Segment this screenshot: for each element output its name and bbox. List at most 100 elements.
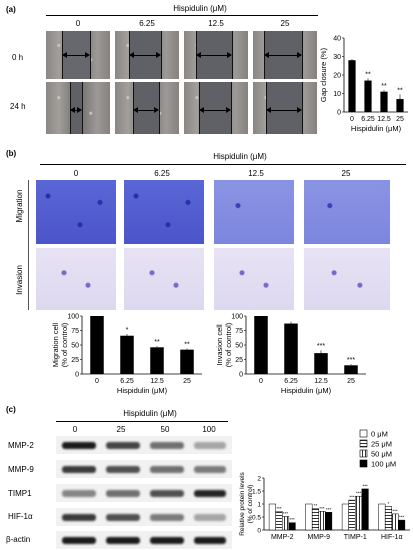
blot-bactin [56,531,232,549]
invasion-image-25 [304,248,390,310]
panel-c-conc-3: 100 [202,425,216,434]
chart-c-bar [361,488,369,531]
chart-a-ytick-label: 20 [333,73,341,80]
chart-c: 00.511.52*********MMP-2***** ***MMP-9****… [239,430,410,541]
chart-b-invasion-bar [284,323,298,374]
chart-c-bar [391,513,399,531]
panel-a-conc-0: 0 [75,19,81,28]
blot-mmp2 [56,436,232,454]
wound-image-0h-0 [46,31,110,79]
panel-c-label: (c) [6,405,16,414]
blot-mmp9 [56,460,232,478]
chart-a-ytick-label: 0 [337,110,341,117]
chart-a-bar [364,80,372,112]
chart-b-invasion: 0 25 50 75 100 0 6.25 *** 12.5 *** 25 Hispidulin (μ… [215,314,366,395]
chart-c-xtick-label: MMP-9 [307,534,330,541]
chart-c-ytick-label: 0.5 [252,515,261,522]
panel-b-header-line [40,164,406,165]
chart-b-invasion-ytick-label: 75 [235,328,243,335]
chart-c-legend-label: 100 μM [371,460,396,469]
chart-b-migration-x-axis-title: Hispidulin (μM) [117,386,168,395]
panel-a-header-line [46,15,318,16]
chart-c-xtick-label: HIF-1α [381,534,403,541]
panel-a-conc-3: 25 [280,19,290,28]
chart-b-invasion-xtick-label: 12.5 [314,378,328,385]
chart-c-significance: *** [283,511,289,516]
chart-c-ytick-label: 0 [257,528,261,535]
chart-c-legend-label: 25 μM [371,440,392,449]
panel-b-row-divider [28,180,29,310]
chart-c-bar [378,503,386,531]
invasion-image-12.5 [214,248,294,310]
chart-b-migration-bar [90,316,104,374]
chart-c-significance: *** [399,515,405,520]
chart-c-significance: *** [319,506,325,511]
chart-c-bar [282,516,290,531]
panel-b-conc-2: 12.5 [248,169,264,178]
chart-b-invasion-y-axis-title: Invasion cell [215,324,224,366]
chart-b-invasion-x-axis-title: Hispidulin (μM) [281,386,332,395]
chart-c-significance: *** [326,507,332,512]
panel-a-row-24h: 24 h [10,102,26,111]
chart-a-ytick-label: 10 [333,91,341,98]
panel-c-conc-2: 50 [160,425,170,434]
panel-a-label: (a) [6,5,16,14]
chart-b-migration-xtick-label: 12.5 [150,378,164,385]
chart-a-bar [396,99,404,112]
chart-c-significance: *** [289,517,295,522]
migration-image-6.25 [124,180,204,244]
chart-c-bar [398,519,406,531]
panel-a-conc-2: 12.5 [208,19,224,28]
chart-a-xtick-label: 0 [350,116,354,123]
panel-a-treatment-header: Hispidulin (μM) [173,4,227,13]
chart-c-significance: *** [349,495,355,500]
chart-b-migration-y-axis-title: Migration cell [51,323,60,368]
chart-c-bar [311,508,319,531]
panel-b-row-migration: Migration [15,189,24,223]
panel-c-header-line [56,421,228,422]
chart-c-significance: *** [276,506,282,511]
chart-c-bar [318,511,326,531]
chart-c-bar [288,522,296,531]
panel-a-conc-1: 6.25 [139,19,155,28]
chart-c-bar [305,503,313,531]
blot-timp1 [56,484,232,502]
chart-b-migration-bar [120,335,134,374]
chart-c-significance: *** [356,491,362,496]
chart-c-y-axis-title: (% of control) [247,485,254,524]
blot-label-bactin: β-actin [6,535,31,544]
chart-c-legend-swatch [359,459,368,468]
migration-image-0 [36,180,116,244]
chart-b-migration-ytick-label: 50 [71,343,79,350]
blot-label-mmp9: MMP-9 [8,465,34,474]
panel-c-treatment-header: Hispidulin (μM) [123,409,177,418]
chart-c-bar [355,495,363,531]
chart-a-significance: ** [397,87,403,94]
chart-a-x-axis-title: Hispidulin (μM) [351,124,402,133]
panel-b-treatment-header: Hispidulin (μM) [213,152,267,161]
chart-a-xtick-label: 12.5 [377,116,391,123]
invasion-image-6.25 [124,248,204,310]
chart-a-ytick-label: 30 [333,54,341,61]
chart-a-ytick-label: 40 [333,36,341,43]
chart-b-migration-ytick-label: 100 [67,314,79,321]
chart-c-bar [268,503,276,531]
panel-b-row-invasion: Invasion [15,265,24,295]
panel-b-label: (b) [6,149,17,158]
migration-image-25 [304,180,390,244]
chart-b-migration: 0 25 50 75 100 0 * 6.25 ** 12.5 ** 25 Hispidulin (μM… [51,314,202,395]
chart-a-bar [348,60,356,112]
chart-b-migration-y-axis-title: (% of control) [60,322,69,367]
chart-b-invasion-ytick-label: 100 [231,314,243,321]
chart-b-migration-xtick-label: 25 [183,378,191,385]
blot-hif1a [56,508,232,526]
blot-label-timp1: TIMP1 [8,489,32,498]
chart-b-invasion-bar [344,365,358,374]
panel-c-conc-1: 25 [116,425,126,434]
chart-b-invasion-ytick-label: 25 [235,357,243,364]
blot-label-mmp2: MMP-2 [8,441,34,450]
chart-a-y-axis-title: Gap closure (%) [319,47,328,102]
wound-image-24h-25 [253,82,317,134]
panel-b-conc-0: 0 [73,169,79,178]
chart-b-invasion-xtick-label: 6.25 [284,378,298,385]
